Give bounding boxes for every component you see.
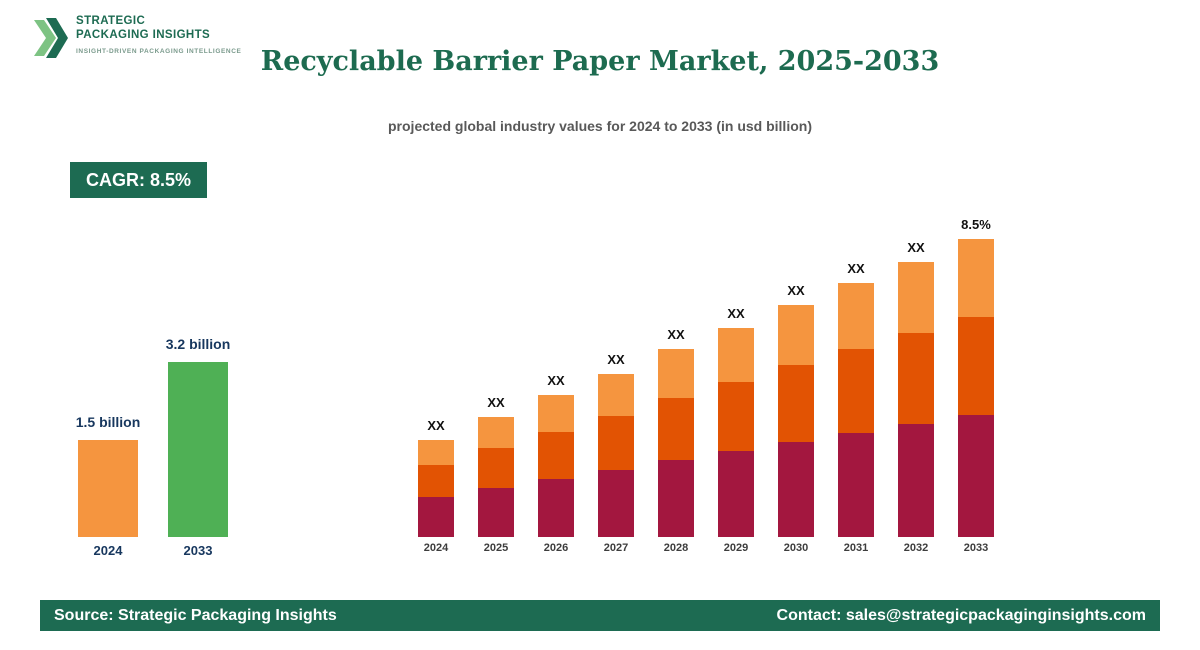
stacked-bar: XX [658, 205, 694, 537]
segment-middle [598, 416, 634, 470]
segment-bottom [478, 488, 514, 537]
segment-top [658, 349, 694, 398]
bar-value-label: XX [847, 261, 865, 276]
stacked-bar-group: 8.5% 2033 [954, 205, 998, 559]
stacked-bar: XX [598, 205, 634, 537]
bar-year-label: 2025 [483, 542, 509, 554]
segment-top [838, 283, 874, 349]
footer-source: Source: Strategic Packaging Insights [54, 606, 337, 624]
page-title: Recyclable Barrier Paper Market, 2025-20… [260, 46, 940, 77]
bar-value-label: XX [667, 327, 685, 342]
segment-middle [658, 398, 694, 460]
segment-top [598, 374, 634, 416]
segment-middle [478, 448, 514, 488]
stacked-bar: XX [418, 205, 454, 537]
bar-year-label: 2027 [603, 542, 629, 554]
segment-middle [898, 333, 934, 424]
mini-bar-group: 3.2 billion 2033 [165, 327, 231, 561]
bar-value-label: XX [907, 240, 925, 255]
bar-year-label: 2033 [963, 542, 989, 554]
segment-bottom [718, 451, 754, 537]
footer-bar: Source: Strategic Packaging Insights Con… [40, 600, 1160, 631]
stacked-bar: XX [898, 205, 934, 537]
segment-middle [538, 432, 574, 479]
bar-year-label: 2030 [783, 542, 809, 554]
segment-middle [958, 317, 994, 415]
cagr-badge: CAGR: 8.5% [70, 162, 208, 198]
bar-year-label: 2026 [543, 542, 569, 554]
logo: STRATEGIC PACKAGING INSIGHTS INSIGHT-DRI… [34, 14, 241, 62]
segment-bottom [658, 460, 694, 537]
segment-top [718, 328, 754, 382]
bar-value-label: 8.5% [961, 217, 991, 232]
bar-year-label: 2024 [423, 542, 449, 554]
bar-value-label: XX [607, 352, 625, 367]
stacked-bar: XX [778, 205, 814, 537]
bar-value-label: XX [487, 395, 505, 410]
segment-bottom [958, 415, 994, 537]
mini-bar-year-label: 2024 [93, 543, 123, 558]
bar-value-label: XX [787, 283, 805, 298]
logo-line2: PACKAGING INSIGHTS [76, 29, 211, 42]
segment-top [418, 440, 454, 465]
segment-bottom [898, 424, 934, 537]
segment-top [958, 239, 994, 317]
stacked-bar: 8.5% [958, 205, 994, 537]
stacked-bar: XX [478, 205, 514, 537]
page-subtitle: projected global industry values for 202… [388, 118, 812, 134]
bar-value-label: XX [427, 418, 445, 433]
stacked-bar-group: XX 2028 [654, 205, 698, 559]
segment-top [538, 395, 574, 432]
mini-bar [168, 362, 228, 537]
bar-year-label: 2028 [663, 542, 689, 554]
footer-contact: Contact: sales@strategicpackaginginsight… [776, 606, 1146, 624]
stacked-bar-group: XX 2024 [414, 205, 458, 559]
stacked-bar: XX [538, 205, 574, 537]
bar-year-label: 2029 [723, 542, 749, 554]
segment-bottom [538, 479, 574, 537]
mini-comparison-chart: 1.5 billion 2024 3.2 billion 2033 [75, 327, 231, 561]
stacked-bar: XX [838, 205, 874, 537]
stacked-bar-group: XX 2026 [534, 205, 578, 559]
segment-top [778, 305, 814, 365]
segment-middle [718, 382, 754, 451]
stacked-bar-group: XX 2031 [834, 205, 878, 559]
bar-value-label: XX [727, 306, 745, 321]
stacked-bar-chart: XX 2024 XX 2025 XX 2026 XX 2027 XX 2028 XX 2029 XX 20… [414, 205, 998, 559]
stacked-bar-group: XX 2030 [774, 205, 818, 559]
segment-middle [838, 349, 874, 433]
bar-value-label: XX [547, 373, 565, 388]
logo-chevron-icon [34, 18, 68, 58]
stacked-bar-group: XX 2025 [474, 205, 518, 559]
mini-bar-value-label: 1.5 billion [75, 414, 141, 430]
segment-top [898, 262, 934, 333]
segment-middle [778, 365, 814, 442]
stacked-bar-group: XX 2032 [894, 205, 938, 559]
segment-middle [418, 465, 454, 497]
segment-top [478, 417, 514, 448]
segment-bottom [598, 470, 634, 537]
stacked-bar-group: XX 2027 [594, 205, 638, 559]
logo-tagline: INSIGHT-DRIVEN PACKAGING INTELLIGENCE [76, 47, 242, 55]
bar-year-label: 2031 [843, 542, 869, 554]
stacked-bar: XX [718, 205, 754, 537]
logo-text: STRATEGIC PACKAGING INSIGHTS INSIGHT-DRI… [76, 14, 241, 55]
bar-year-label: 2032 [903, 542, 929, 554]
segment-bottom [778, 442, 814, 537]
logo-line1: STRATEGIC [76, 15, 146, 27]
mini-bar [78, 440, 138, 537]
segment-bottom [838, 433, 874, 537]
segment-bottom [418, 497, 454, 537]
mini-bar-value-label: 3.2 billion [165, 336, 231, 352]
mini-bar-year-label: 2033 [183, 543, 213, 558]
mini-bar-group: 1.5 billion 2024 [75, 327, 141, 561]
stacked-bar-group: XX 2029 [714, 205, 758, 559]
